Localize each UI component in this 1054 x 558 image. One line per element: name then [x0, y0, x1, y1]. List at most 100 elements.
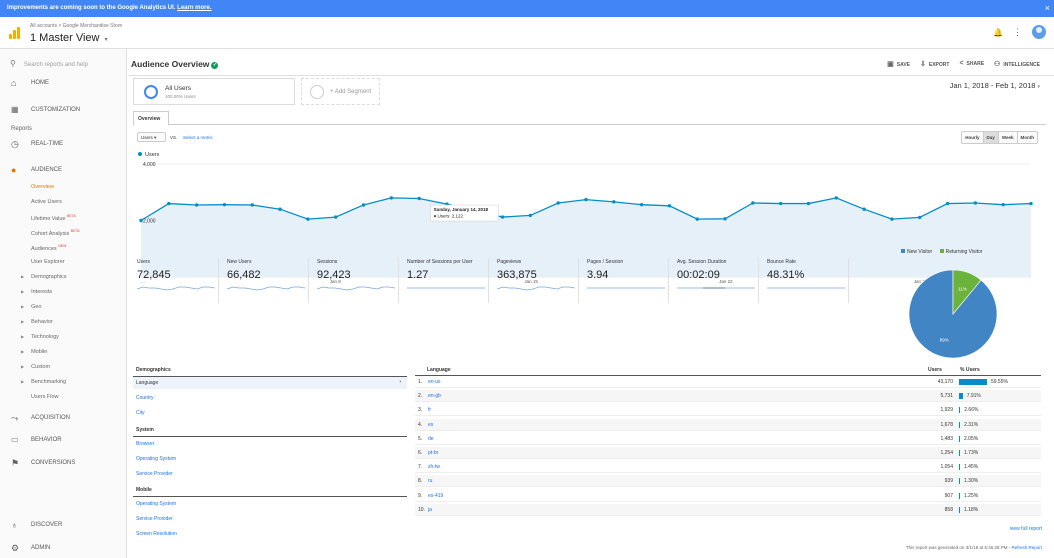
- col-users[interactable]: Users: [928, 367, 942, 373]
- refresh-report-link[interactable]: Refresh Report: [1011, 545, 1042, 550]
- dimension-country[interactable]: Country: [136, 395, 154, 401]
- add-segment-label: + Add Segment: [330, 89, 372, 95]
- percent-bar: [959, 421, 961, 428]
- sidebar-sub-active-users[interactable]: Active Users: [31, 199, 62, 205]
- language-link[interactable]: zh-tw: [428, 464, 440, 471]
- metric-card-number-of-sessions-per-user[interactable]: Number of Sessions per User 1.27: [403, 258, 489, 303]
- dimension-mobile-os[interactable]: Operating System: [136, 501, 177, 507]
- sidebar-sub-overview[interactable]: Overview: [31, 184, 54, 190]
- view-full-report-link[interactable]: view full report: [1009, 526, 1042, 532]
- dimension-operating-system[interactable]: Operating System: [136, 456, 177, 462]
- row-rank: 10.: [418, 506, 425, 513]
- language-link[interactable]: en-us: [428, 379, 441, 385]
- users-area-fill: [141, 197, 1031, 277]
- metric-card-new-users[interactable]: New Users 66,482: [223, 258, 309, 303]
- metric-card-pageviews[interactable]: Pageviews 363,875: [493, 258, 579, 303]
- language-link[interactable]: es-419: [428, 492, 444, 499]
- sidebar-sub-audiences[interactable]: Audiences NEW: [31, 244, 67, 252]
- data-point: [612, 200, 616, 204]
- select-metric-link[interactable]: Select a metric: [183, 135, 213, 140]
- day-button[interactable]: Day: [983, 132, 999, 143]
- sidebar-item-discover[interactable]: ♁ DISCOVER: [0, 518, 127, 532]
- avatar[interactable]: [1032, 25, 1046, 39]
- sidebar-item-home[interactable]: ⌂ HOME: [0, 76, 127, 90]
- share-button[interactable]: < SHARE: [959, 60, 985, 67]
- sidebar-item-acquisition[interactable]: ⤳ ACQUISITION: [0, 411, 127, 425]
- sidebar-group-interests[interactable]: ▶ Interests: [21, 289, 53, 295]
- dimension-mobile-provider[interactable]: Service Provider: [136, 516, 173, 522]
- add-segment-button[interactable]: + Add Segment: [301, 78, 380, 105]
- sidebar-group-benchmarking[interactable]: ▶ Benchmarking: [21, 379, 67, 385]
- sidebar-group-mobile[interactable]: ▶ Mobile: [21, 349, 48, 355]
- metric-card-users[interactable]: Users 72,845: [133, 258, 219, 303]
- data-point: [417, 196, 421, 201]
- table-row: 7. zh-tw 1,054 1.45%: [415, 461, 1041, 474]
- language-link[interactable]: en-gb: [428, 393, 441, 400]
- metric-card-avg-session-duration[interactable]: Avg. Session Duration 00:02:09: [673, 258, 759, 303]
- hourly-button[interactable]: Hourly: [962, 132, 984, 143]
- language-link[interactable]: fr: [428, 407, 432, 414]
- segment-all-users[interactable]: All Users 100.00% Users: [133, 78, 295, 105]
- month-button[interactable]: Month: [1020, 135, 1035, 140]
- export-button[interactable]: ⇩ EXPORT: [920, 61, 950, 68]
- metric-dropdown[interactable]: Users ▾: [137, 132, 166, 142]
- users-line-chart[interactable]: 4,000 2,000... Jan 8 Jan 15 Jan 22 Jan 29 Sund…: [133, 159, 1038, 294]
- more-options-icon[interactable]: ⋮: [1013, 26, 1022, 37]
- sidebar-sub-users-flow[interactable]: Users Flow: [31, 394, 59, 400]
- sidebar-group-geo[interactable]: ▶ Geo: [21, 304, 42, 310]
- language-link[interactable]: de: [428, 435, 434, 442]
- notifications-bell-icon[interactable]: 🔔: [993, 27, 1003, 37]
- pie-slice-label: 89%: [940, 338, 949, 343]
- metric-card-sessions[interactable]: Sessions 92,423: [313, 258, 399, 303]
- system-heading: System: [136, 427, 154, 433]
- language-link[interactable]: pt-br: [428, 450, 439, 456]
- share-icon: <: [959, 60, 964, 67]
- data-point: [167, 201, 171, 206]
- sidebar-sub-cohort-analysis[interactable]: Cohort Analysis BETA: [31, 229, 80, 237]
- sidebar-item-audience[interactable]: ● AUDIENCE: [0, 163, 127, 177]
- sidebar-item-customization[interactable]: ▦ CUSTOMIZATION: [0, 103, 127, 117]
- percent-users: 1.30%: [964, 478, 979, 485]
- sidebar-item-realtime[interactable]: ◷ REAL-TIME: [0, 137, 127, 151]
- users-count: 858: [944, 506, 953, 513]
- sidebar-sub-user-explorer[interactable]: User Explorer: [31, 259, 65, 265]
- language-link[interactable]: es: [428, 421, 434, 428]
- dimension-browser[interactable]: Browser: [136, 441, 155, 447]
- save-button[interactable]: ▣ SAVE: [887, 61, 910, 68]
- visitor-pie-chart[interactable]: 89% 11%: [903, 264, 1003, 364]
- language-link[interactable]: ja: [428, 506, 432, 513]
- tab-overview[interactable]: Overview: [133, 111, 169, 126]
- sidebar-group-technology[interactable]: ▶ Technology: [21, 334, 59, 340]
- sparkline-path: [497, 286, 575, 291]
- learn-more-link[interactable]: Learn more.: [177, 5, 212, 11]
- dimension-service-provider[interactable]: Service Provider: [136, 471, 173, 477]
- data-point: [862, 207, 866, 211]
- row-rank: 6.: [418, 450, 423, 456]
- col-pct-users[interactable]: % Users: [960, 367, 980, 373]
- account-breadcrumb[interactable]: All accounts > Google Merchandise Store: [30, 23, 123, 29]
- close-icon[interactable]: ×: [1044, 3, 1050, 13]
- sidebar-item-admin[interactable]: ⚙ ADMIN: [0, 541, 127, 555]
- dimension-language[interactable]: Language ›: [133, 377, 407, 389]
- metric-value: 3.94: [587, 269, 609, 281]
- grid-icon: ▦: [11, 105, 19, 114]
- sidebar-group-behavior[interactable]: ▶ Behavior: [21, 319, 53, 325]
- data-point: [222, 202, 227, 207]
- sidebar-search[interactable]: ⚲ Search reports and help: [10, 59, 88, 68]
- sidebar-item-behavior[interactable]: ▭ BEHAVIOR: [0, 433, 127, 447]
- sidebar-group-demographics[interactable]: ▶ Demographics: [21, 274, 67, 280]
- sidebar-sub-lifetime-value[interactable]: Lifetime Value BETA: [31, 214, 76, 222]
- dimension-screen-resolution[interactable]: Screen Resolution: [136, 531, 177, 537]
- sidebar-group-custom[interactable]: ▶ Custom: [21, 364, 51, 370]
- week-button[interactable]: Week: [999, 132, 1018, 143]
- view-selector[interactable]: 1 Master View ▾: [30, 32, 108, 44]
- search-input[interactable]: Search reports and help: [23, 62, 88, 68]
- intelligence-button[interactable]: ⚇ INTELLIGENCE: [994, 61, 1040, 68]
- date-range-picker[interactable]: Jan 1, 2018 - Feb 1, 2018 ▾: [949, 81, 1040, 90]
- sidebar-item-conversions[interactable]: ⚑ CONVERSIONS: [0, 456, 127, 470]
- dimension-city[interactable]: City: [136, 410, 145, 416]
- metric-card-bounce-rate[interactable]: Bounce Rate 48.31%: [763, 258, 849, 303]
- metric-card-pages-session[interactable]: Pages / Session 3.94: [583, 258, 669, 303]
- language-link[interactable]: ru: [428, 478, 433, 485]
- col-language[interactable]: Language: [427, 367, 451, 373]
